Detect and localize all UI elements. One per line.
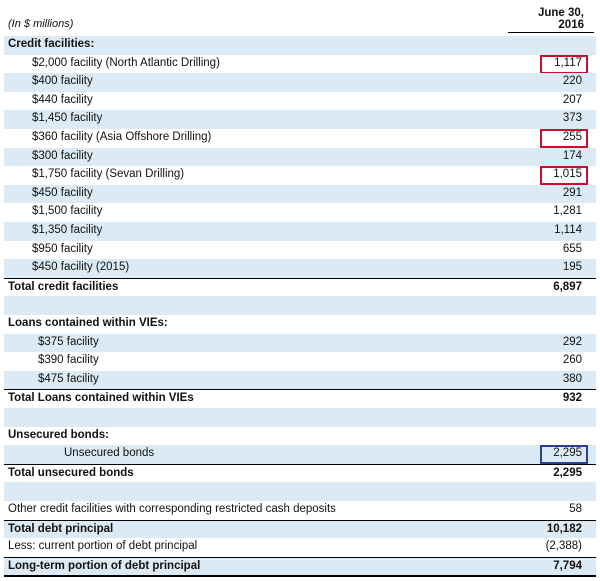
table-header: (In $ millions) June 30, 2016 xyxy=(0,0,600,36)
highlight-box-blue xyxy=(540,445,588,465)
table-row: $450 facility (2015) 195 xyxy=(4,259,596,278)
section-heading-bonds: Unsecured bonds: xyxy=(8,428,109,441)
table-row: $1,750 facility (Sevan Drilling) 1,015 xyxy=(4,166,596,186)
highlight-box-red xyxy=(540,129,588,148)
highlight-box-red xyxy=(540,54,588,74)
unit-label: (In $ millions) xyxy=(8,18,74,30)
table-row: $2,000 facility (North Atlantic Drilling… xyxy=(4,54,596,74)
table-row: $1,350 facility 1,114 xyxy=(4,222,596,241)
column-header-line1: June 30, xyxy=(537,7,584,19)
table-row: $450 facility 291 xyxy=(4,184,596,204)
total-row-vies: Total Loans contained within VIEs 932 xyxy=(4,389,596,408)
table-row: $440 facility 207 xyxy=(32,93,582,106)
total-row-credit: Total credit facilities 6,897 xyxy=(4,277,596,297)
table-row: Unsecured bonds 2,295 xyxy=(4,445,596,465)
table-row: $950 facility 655 xyxy=(32,242,582,255)
column-header: June 30, 2016 xyxy=(538,7,584,31)
table-row: $360 facility (Asia Offshore Drilling) 2… xyxy=(4,129,596,148)
table-row: $1,450 facility 373 xyxy=(4,110,596,129)
table-row: $375 facility 292 xyxy=(4,333,596,353)
column-header-underline xyxy=(508,32,594,33)
highlight-box-red xyxy=(540,166,588,186)
table-row: $400 facility 220 xyxy=(4,73,596,92)
table-row-other: Other credit facilities with correspondi… xyxy=(8,503,582,515)
long-term-row: Long-term portion of debt principal 7,79… xyxy=(4,556,596,577)
section-heading-credit: Credit facilities: xyxy=(4,36,596,55)
current-portion-row: Less: current portion of debt principal … xyxy=(8,540,582,553)
total-row-bonds: Total unsecured bonds 2,295 xyxy=(4,463,596,483)
table-row: $1,500 facility 1,281 xyxy=(32,205,582,218)
section-heading-vies: Loans contained within VIEs: xyxy=(8,317,168,329)
table-row: $300 facility 174 xyxy=(4,147,596,167)
spacer-row xyxy=(4,408,596,427)
spacer-row xyxy=(4,482,596,501)
spacer-row xyxy=(4,296,596,315)
table-row: $390 facility 260 xyxy=(38,354,582,367)
column-header-line2: 2016 xyxy=(558,19,584,31)
total-debt-row: Total debt principal 10,182 xyxy=(4,519,596,539)
table-row: $475 facility 380 xyxy=(4,370,596,390)
